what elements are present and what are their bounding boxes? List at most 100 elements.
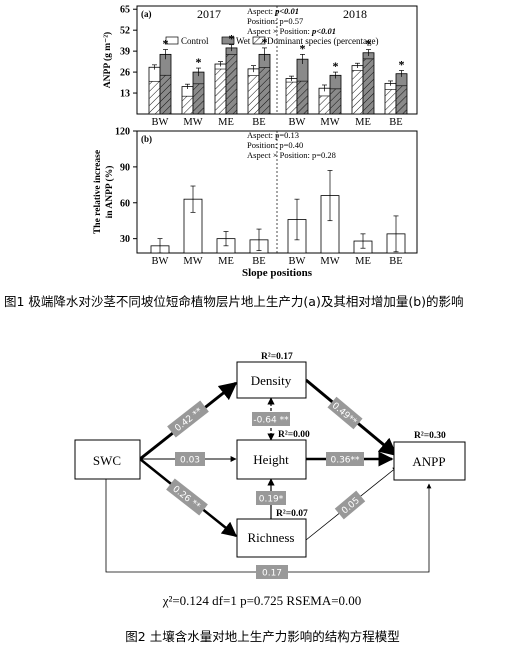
sig-a-6: * — [366, 37, 372, 51]
r2-richness: R²=0.07 — [276, 509, 308, 519]
ytick-label-b-120: 120 — [115, 127, 130, 138]
xlabel-b-2: ME — [218, 256, 234, 267]
panel-b-ylabel-line1: The relative increase — [93, 150, 103, 234]
panel-a-ylabel: ANPP (g m⁻²) — [102, 32, 113, 88]
coef-richness-anpp: 0.05 — [334, 490, 366, 520]
node-density-label: Density — [251, 373, 292, 388]
xlabel-b-1: MW — [183, 256, 202, 267]
sig-a-5: * — [333, 59, 339, 73]
bar-a-dominant-control-7 — [385, 89, 396, 114]
ytick-label-a-26: 26 — [120, 68, 130, 79]
panel-a-label: (a) — [141, 9, 152, 19]
panel-a-bars: * * * * * * * * — [148, 32, 408, 115]
stat-interaction-b: Aspect × Position: p=0.28 — [247, 150, 336, 160]
coef-swc-anpp: 0.17 — [256, 565, 288, 579]
node-density: Density — [236, 361, 307, 399]
sig-a-3: * — [262, 35, 268, 49]
coef-swc-density: 0.42 ** — [167, 400, 209, 438]
node-swc: SWC — [74, 439, 141, 480]
stat-interaction-a: Aspect × Position: p<0.01 — [247, 26, 336, 36]
node-height: Height — [236, 439, 307, 480]
slope-positions-xlabel: Slope positions — [242, 267, 313, 279]
year-2017-label: 2017 — [197, 7, 221, 21]
sem-diagram: SWC Density Height Richness ANPP R²=0.17… — [74, 352, 466, 608]
bar-a-dominant-control-3 — [248, 75, 259, 114]
xlabel-b-7: BE — [389, 256, 402, 267]
bar-a-dominant-wet-7 — [396, 85, 407, 114]
stat-aspect-a: Aspect: p<0.01 — [247, 6, 299, 16]
sig-a-1: * — [196, 55, 202, 69]
panel-a-yaxis: 13 26 39 52 65 — [120, 5, 137, 100]
bar-a-dominant-wet-6 — [363, 58, 374, 114]
panel-b-yaxis: 30 60 90 120 — [115, 127, 137, 245]
xlabel-a-4: BW — [289, 117, 306, 128]
xlabel-b-0: BW — [152, 256, 169, 267]
sig-a-4: * — [300, 41, 306, 55]
r2-height: R²=0.00 — [278, 430, 310, 440]
xlabel-a-7: BE — [389, 117, 402, 128]
panel-b-xlabels: BW MW ME BE BW MW ME BE — [152, 256, 403, 267]
bar-a-dominant-wet-5 — [330, 88, 341, 114]
xlabel-b-4: BW — [289, 256, 306, 267]
coef-density-height: -0.64 ** — [252, 412, 290, 426]
legend-wet-swatch — [221, 36, 235, 45]
node-swc-label: SWC — [93, 453, 121, 468]
xlabel-a-0: BW — [152, 117, 169, 128]
ytick-label-a-13: 13 — [120, 89, 130, 100]
node-anpp: ANPP — [393, 441, 466, 481]
panel-a-xlabels: BW MW ME BE BW MW ME BE — [152, 117, 403, 128]
bar-a-dominant-wet-1 — [193, 83, 204, 114]
ytick-label-a-65: 65 — [120, 5, 130, 16]
figure2-caption: 图2 土壤含水量对地上生产力影响的结构方程模型 — [125, 629, 400, 644]
svg-text:0.03: 0.03 — [180, 456, 200, 466]
node-richness: Richness — [236, 518, 307, 558]
ytick-label-a-39: 39 — [120, 47, 130, 58]
bar-a-dominant-wet-4 — [297, 81, 308, 114]
ytick-label-b-90: 90 — [120, 162, 130, 173]
svg-text:0.19*: 0.19* — [259, 495, 284, 505]
legend-control-swatch — [165, 36, 179, 45]
node-richness-label: Richness — [248, 530, 295, 545]
panel-b-bars — [150, 170, 406, 254]
node-height-label: Height — [253, 452, 289, 467]
sig-a-7: * — [399, 57, 405, 71]
coef-density-anpp: 0.49** — [327, 396, 363, 430]
sig-a-2: * — [229, 32, 235, 46]
ytick-label-a-52: 52 — [120, 26, 130, 37]
r2-anpp: R²=0.30 — [414, 431, 446, 441]
coef-richness-height: 0.19* — [256, 491, 286, 505]
xlabel-a-6: ME — [355, 117, 371, 128]
stat-position-a: Position: p=0.57 — [247, 16, 303, 26]
xlabel-a-5: MW — [320, 117, 339, 128]
legend-dominant-swatch — [252, 36, 266, 45]
legend-dominant-label: Dominant species (percentage) — [267, 36, 378, 46]
bar-a-dominant-wet-3 — [259, 67, 270, 114]
panel-a: (a) 2017 2018 Aspect: p<0.01 Position: p… — [102, 5, 418, 128]
xlabel-b-3: BE — [252, 256, 265, 267]
coef-height-anpp: 0.36** — [326, 452, 364, 466]
bar-a-dominant-control-6 — [352, 70, 363, 114]
svg-text:-0.64 **: -0.64 ** — [253, 416, 289, 426]
xlabel-a-2: ME — [218, 117, 234, 128]
r2-density: R²=0.17 — [261, 352, 293, 362]
bar-a-dominant-control-0 — [149, 81, 160, 114]
legend-a: Control Wet Dominant species (percentage… — [165, 36, 378, 46]
panel-b-ylabel-line2: in ANPP (%) — [104, 166, 115, 219]
stat-position-b: Position: p=0.40 — [247, 140, 303, 150]
year-2018-label: 2018 — [343, 7, 367, 21]
panel-b: (b) Aspect: p=0.13 Position: p=0.40 Aspe… — [93, 127, 418, 279]
bar-a-dominant-wet-0 — [160, 75, 171, 114]
ytick-label-b-30: 30 — [120, 234, 130, 245]
coef-swc-height: 0.03 — [175, 452, 205, 466]
stat-aspect-b: Aspect: p=0.13 — [247, 130, 299, 140]
xlabel-b-5: MW — [320, 256, 339, 267]
sem-fit-stats: χ²=0.124 df=1 p=0.725 RSEMA=0.00 — [162, 593, 362, 608]
bar-a-dominant-control-5 — [319, 95, 330, 114]
xlabel-a-3: BE — [252, 117, 265, 128]
panel-b-label: (b) — [141, 134, 152, 144]
xlabel-b-6: ME — [355, 256, 371, 267]
xlabel-a-1: MW — [183, 117, 202, 128]
coef-swc-richness: 0.26 ** — [166, 478, 208, 516]
bar-a-dominant-control-2 — [215, 69, 226, 114]
